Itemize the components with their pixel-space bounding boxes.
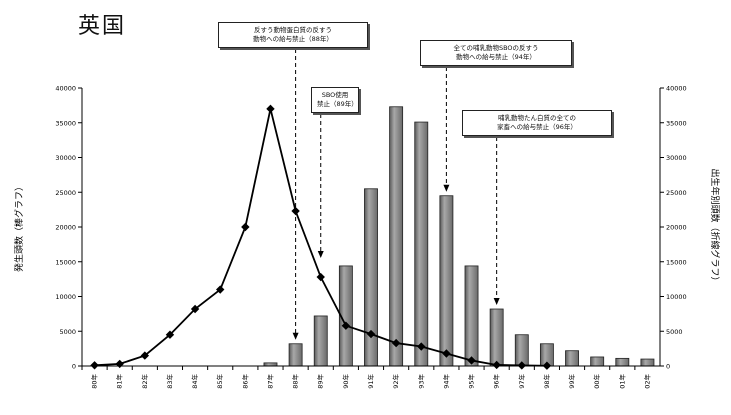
x-tick-label: 84年 xyxy=(190,374,199,389)
x-tick-label: 02年 xyxy=(642,374,651,389)
x-tick-label: 85年 xyxy=(215,374,224,389)
y-tick-label-right: 30000 xyxy=(666,154,687,162)
y-tick-label-right: 35000 xyxy=(666,119,687,127)
bar xyxy=(364,188,378,367)
x-tick-label: 83年 xyxy=(165,374,174,389)
annotation-text: 動物への給与禁止（88年） xyxy=(253,34,333,43)
line-point xyxy=(366,329,376,339)
bar xyxy=(590,356,605,367)
bar xyxy=(313,315,328,367)
x-tick-label: 81年 xyxy=(115,374,124,389)
bar xyxy=(615,357,630,367)
x-tick-label: 90年 xyxy=(341,374,350,389)
line-point xyxy=(90,361,99,370)
line-point xyxy=(266,104,275,114)
x-tick-label: 89年 xyxy=(316,374,325,389)
annotation-callout: 全ての哺乳動物SBOの反すう 動物への給与禁止（94年） xyxy=(420,40,572,66)
y-tick-label-right: 15000 xyxy=(666,258,687,266)
annotation-arrow-head xyxy=(317,250,324,258)
annotation-text: 動物への給与禁止（94年） xyxy=(456,52,536,61)
y-axis-title-left: 発生頭数（棒グラフ） xyxy=(13,182,25,272)
x-tick-label: 00年 xyxy=(592,374,601,389)
x-tick-label: 93年 xyxy=(416,374,425,389)
bar xyxy=(439,195,454,367)
x-tick-label: 87年 xyxy=(265,374,274,389)
y-tick-label-left: 35000 xyxy=(55,119,76,127)
y-tick-label-right: 25000 xyxy=(666,189,687,197)
y-tick-label-left: 10000 xyxy=(55,293,76,301)
x-tick-label: 94年 xyxy=(441,374,450,389)
y-tick-label-left: 30000 xyxy=(55,154,76,162)
page-title: 英国 xyxy=(78,14,127,39)
x-tick-label: 92年 xyxy=(391,374,400,389)
x-tick-label: 97年 xyxy=(517,374,526,389)
annotation-text: 家畜への給与禁止（96年） xyxy=(497,122,577,131)
y-tick-label-left: 20000 xyxy=(55,224,76,232)
y-tick-label-left: 15000 xyxy=(55,258,76,266)
annotation-text: SBO使用 xyxy=(321,91,349,99)
y-tick-label-left: 5000 xyxy=(59,328,76,336)
line-point xyxy=(241,222,250,232)
line-point xyxy=(190,304,200,314)
bar xyxy=(489,308,504,367)
line-series xyxy=(90,104,552,370)
annotation-text: 反すう動物蛋白質の反すう xyxy=(254,26,332,34)
y-tick-label-left: 0 xyxy=(72,363,76,371)
bar xyxy=(464,265,479,367)
y-tick-label-right: 20000 xyxy=(666,224,687,232)
y-tick-label-right: 0 xyxy=(666,363,670,371)
bar xyxy=(565,350,579,367)
x-tick-label: 01年 xyxy=(617,374,626,389)
line-point xyxy=(417,342,426,351)
x-tick-label: 86年 xyxy=(240,374,249,389)
annotation-text: 禁止（89年） xyxy=(317,99,358,108)
y-tick-label-right: 40000 xyxy=(666,85,687,93)
x-tick-label: 98年 xyxy=(542,374,551,389)
annotation-arrows xyxy=(292,49,500,340)
line-point xyxy=(140,351,150,360)
x-tick-label: 99年 xyxy=(567,374,576,389)
line-point xyxy=(316,272,325,282)
line-point xyxy=(165,330,175,339)
bar xyxy=(288,343,303,367)
y-tick-label-right: 10000 xyxy=(666,293,687,301)
annotation-callout: 反すう動物蛋白質の反すう 動物への給与禁止（88年） xyxy=(218,22,368,48)
y-axis-title-right: 出生年別頭数（折線グラフ） xyxy=(709,168,721,285)
annotation-callout: 哺乳動物たん白質の全ての 家畜への給与禁止（96年） xyxy=(462,110,612,136)
annotation-arrow-head xyxy=(443,184,450,192)
bar xyxy=(389,106,404,367)
annotation-callout: SBO使用 禁止（89年） xyxy=(311,87,359,113)
line-point xyxy=(542,361,552,370)
x-tick-label: 88年 xyxy=(291,374,300,389)
y-tick-label-left: 40000 xyxy=(55,85,76,93)
line-point xyxy=(517,361,526,370)
bar xyxy=(640,358,655,367)
x-tick-label: 91年 xyxy=(366,374,375,389)
bar-series xyxy=(263,106,655,367)
axes: 0 5000 10000 15000 20000 25000 30000 35000 40000… xyxy=(13,85,721,389)
line-point xyxy=(391,338,401,348)
x-tick-label: 80年 xyxy=(90,374,99,389)
x-tick-label: 82年 xyxy=(140,374,149,389)
line-point xyxy=(216,285,225,294)
y-tick-label-right: 5000 xyxy=(666,328,683,336)
line-point xyxy=(115,359,124,369)
x-tick-label: 96年 xyxy=(492,374,501,389)
x-tick-label: 95年 xyxy=(467,374,476,389)
annotation-text: 全ての哺乳動物SBOの反すう xyxy=(453,44,539,52)
line-point xyxy=(442,349,451,358)
line-point xyxy=(291,206,300,216)
y-tick-label-left: 25000 xyxy=(55,189,76,197)
annotation-arrow-head xyxy=(292,332,299,340)
annotation-arrow-head xyxy=(493,298,500,306)
line-point xyxy=(492,360,501,370)
line-point xyxy=(467,356,476,365)
line-point xyxy=(341,321,351,330)
bar xyxy=(414,121,429,367)
annotation-text: 哺乳動物たん白質の全ての xyxy=(498,114,576,122)
